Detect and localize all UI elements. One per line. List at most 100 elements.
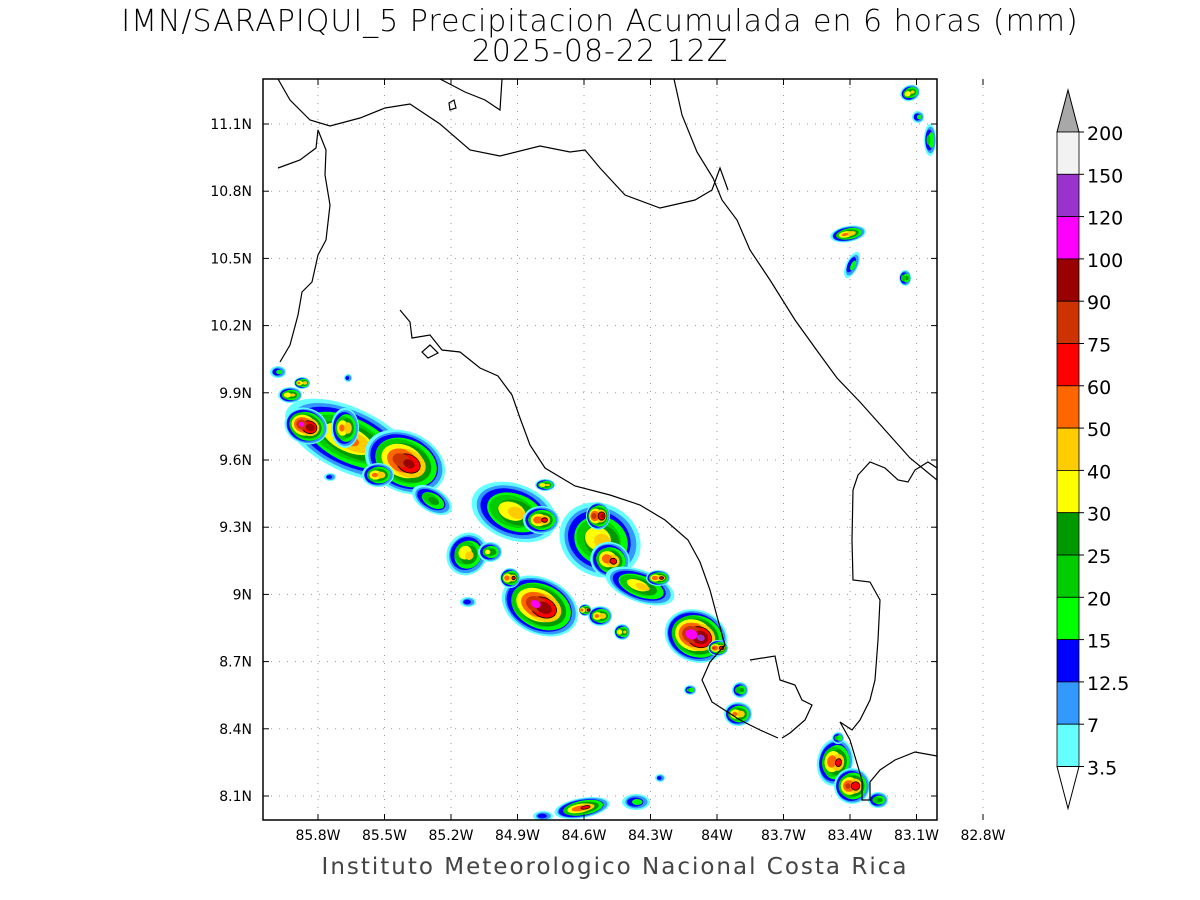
precip-contour [428, 496, 440, 506]
precip-contour [276, 369, 283, 375]
lat-tick-label: 8.1N [219, 789, 252, 805]
lon-tick-label: 85.2W [428, 828, 473, 844]
precip-cell [588, 606, 612, 626]
precip-contour [686, 688, 691, 692]
lat-tick-label: 8.4N [219, 722, 252, 738]
precip-cell [478, 542, 502, 562]
precip-contour [600, 514, 605, 518]
precip-contour [302, 381, 308, 385]
lat-tick-label: 9N [233, 587, 252, 603]
precip-cell [270, 366, 286, 378]
precip-cell [362, 463, 394, 487]
footer-credit: Instituto Meteorologico Nacional Costa R… [321, 854, 909, 880]
precip-cell [816, 738, 854, 786]
colorbar-swatch [1056, 681, 1080, 725]
colorbar-swatch [1056, 258, 1080, 302]
lon-tick-label: 84.9W [495, 828, 540, 844]
precip-contour [736, 710, 745, 718]
precip-cell [344, 374, 352, 382]
nicoya-gulf [399, 309, 779, 739]
precip-contour [601, 554, 613, 564]
colorbar-label: 120 [1087, 208, 1123, 230]
precip-contour [305, 423, 315, 432]
colorbar-swatch [1056, 469, 1080, 514]
precip-cell [868, 792, 888, 808]
precip-cell [655, 774, 665, 782]
osa-peninsula [749, 655, 813, 739]
colorbar-label: 90 [1087, 292, 1111, 314]
graticule-grid [263, 79, 984, 820]
precip-contour [345, 376, 350, 380]
precip-contour [845, 231, 856, 236]
panama-border-south [839, 489, 881, 731]
precip-contour [586, 608, 591, 612]
precip-cell [278, 387, 302, 403]
precip-contour [877, 797, 883, 803]
lat-tick-label: 9.6N [219, 453, 252, 469]
lon-tick-label: 84W [701, 828, 733, 844]
precip-cell [724, 702, 752, 726]
precip-cell [646, 570, 670, 586]
colorbar-label: 150 [1087, 165, 1123, 187]
burica-coast [839, 721, 937, 801]
precip-cell [586, 502, 610, 530]
precip-contour [659, 576, 664, 580]
lon-tick-label: 85.8W [295, 828, 340, 844]
precip-contour [591, 512, 597, 520]
precip-contour [533, 516, 543, 524]
map-subtitle: 2025-08-22 12Z [471, 34, 729, 69]
lat-tick-label: 10.2N [210, 319, 252, 335]
colorbar-label: 60 [1087, 377, 1111, 399]
precip-cell [284, 407, 328, 445]
lon-tick-label: 82.8W [960, 828, 1005, 844]
precip-contour [376, 471, 386, 479]
colorbar-label: 20 [1087, 588, 1111, 610]
small-island [448, 99, 457, 111]
colorbar-label: 25 [1087, 546, 1111, 568]
colorbar-swatch [1056, 596, 1080, 640]
colorbar-swatch [1056, 216, 1080, 260]
precip-contour [712, 646, 716, 650]
colorbar-label: 100 [1087, 250, 1123, 272]
colorbar-label: 12.5 [1087, 673, 1129, 695]
precip-cell [294, 377, 310, 389]
colorbar-legend: 200 150 120 100 90 75 60 50 40 30 25 20 15 12.5 7 3.5 [1056, 88, 1129, 811]
coastline [277, 79, 937, 801]
latitude-labels: 11.1N 10.8N 10.5N 10.2N 9.9N 9.6N 9.3N 9N 8.7N 8.… [210, 117, 252, 805]
precip-cell [446, 532, 488, 576]
colorbar-swatch [1056, 723, 1080, 767]
precip-cell [501, 575, 579, 637]
lon-tick-label: 84.6W [561, 828, 606, 844]
precip-contour [283, 392, 292, 398]
precip-cell [684, 685, 696, 695]
map-frame [262, 78, 938, 821]
colorbar-top-arrow [1056, 88, 1080, 133]
precipitation-field [270, 84, 936, 820]
colorbar-label: 30 [1087, 504, 1111, 526]
colorbar-swatch [1056, 131, 1080, 175]
precip-contour [904, 91, 911, 97]
panama-border [852, 461, 937, 491]
precip-contour [841, 232, 849, 237]
precip-cell [900, 84, 920, 102]
precip-contour [326, 475, 333, 479]
precip-contour [539, 483, 546, 487]
lat-tick-label: 9.3N [219, 520, 252, 536]
precip-contour [928, 132, 935, 148]
precip-contour [836, 735, 843, 741]
precip-cell [331, 408, 359, 448]
lon-tick-label: 85.5W [362, 828, 407, 844]
colorbar-swatch [1056, 173, 1080, 218]
precip-cell [834, 768, 870, 804]
precip-cell [554, 797, 610, 819]
precip-contour [541, 517, 548, 523]
precip-contour [735, 686, 742, 694]
precip-cell [500, 568, 520, 588]
lat-tick-label: 11.1N [210, 117, 252, 133]
precip-contour [290, 393, 296, 397]
precip-cell [830, 225, 866, 243]
precip-cell [412, 484, 452, 516]
map-title: IMN/SARAPIQUI_5 Precipitacion Acumulada … [121, 4, 1079, 39]
colorbar-swatch [1056, 512, 1080, 556]
